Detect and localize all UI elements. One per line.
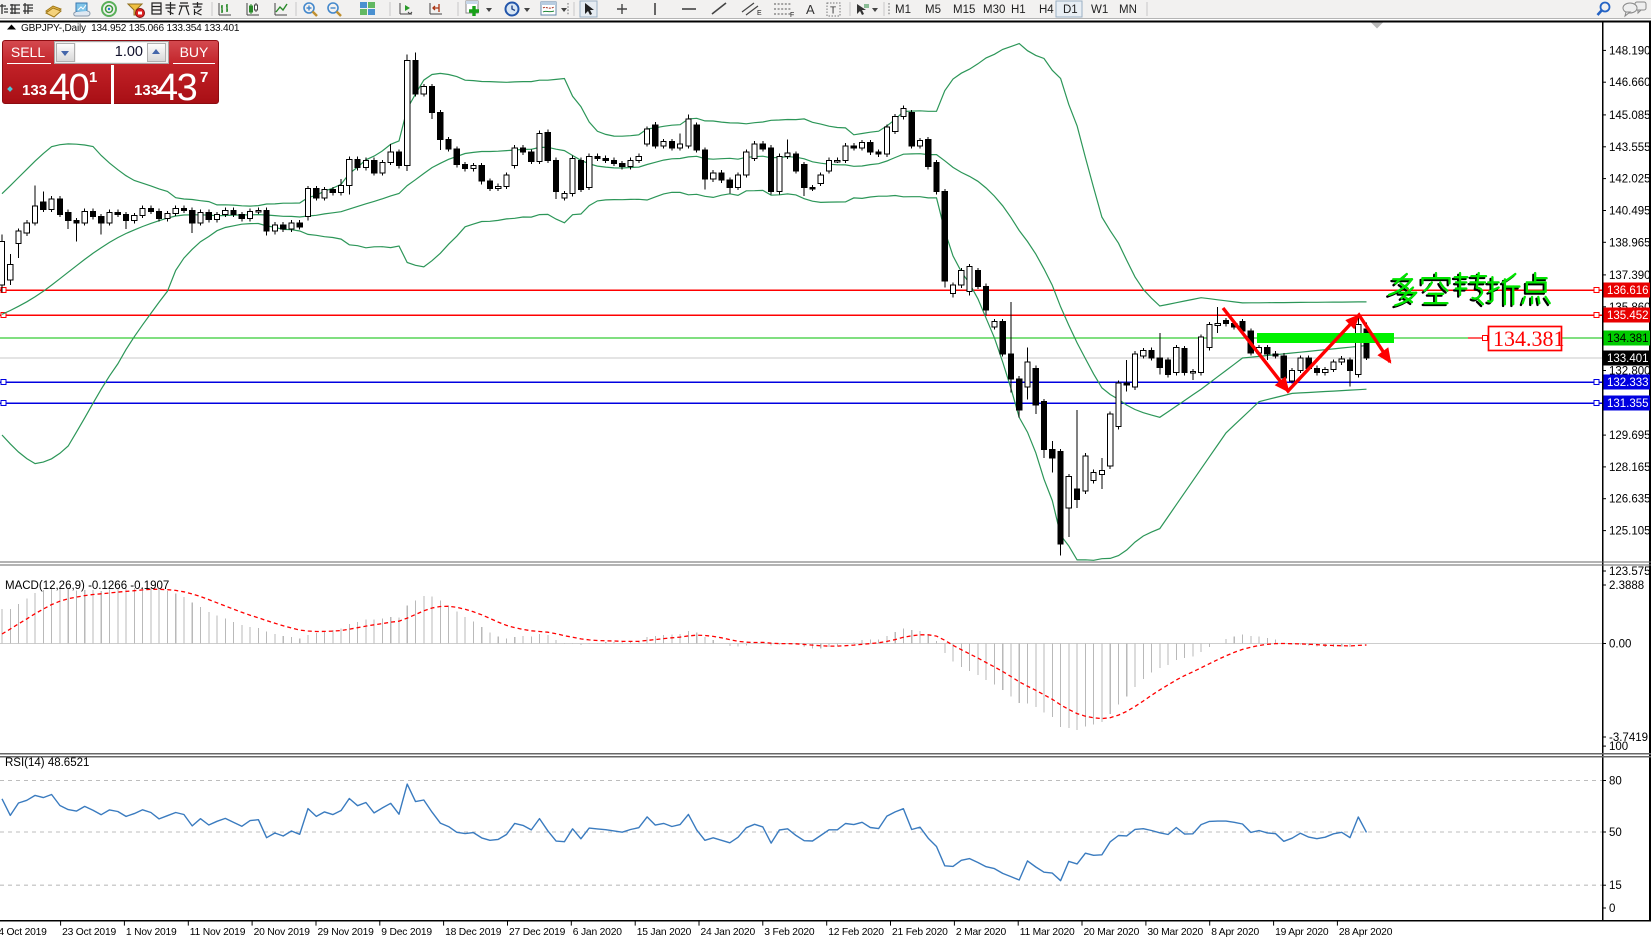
svg-text:F: F <box>790 12 794 19</box>
svg-text:-3.7419: -3.7419 <box>1609 732 1648 744</box>
svg-text:1 Nov 2019: 1 Nov 2019 <box>126 927 177 938</box>
svg-text:0.00: 0.00 <box>1609 639 1631 651</box>
svg-text:126.635: 126.635 <box>1609 494 1651 506</box>
svg-text:GBPJPY-,Daily 134.952 135.066: GBPJPY-,Daily 134.952 135.066 133.354 13… <box>21 23 240 34</box>
svg-text:A: A <box>806 2 815 17</box>
svg-text:M15: M15 <box>953 4 975 16</box>
svg-text:M1: M1 <box>895 4 911 16</box>
svg-text:M30: M30 <box>983 4 1005 16</box>
svg-text:2 Mar 2020: 2 Mar 2020 <box>956 927 1007 938</box>
svg-text:134.381: 134.381 <box>1607 333 1649 345</box>
svg-text:D1: D1 <box>1063 4 1078 16</box>
svg-text:15 Jan 2020: 15 Jan 2020 <box>637 927 692 938</box>
svg-text:9 Dec 2019: 9 Dec 2019 <box>381 927 432 938</box>
svg-text:M5: M5 <box>925 4 941 16</box>
svg-text:140.495: 140.495 <box>1609 206 1651 218</box>
svg-text:8 Apr 2020: 8 Apr 2020 <box>1211 927 1259 938</box>
svg-text:148.190: 148.190 <box>1609 45 1651 57</box>
svg-text:138.965: 138.965 <box>1609 237 1651 249</box>
svg-text:128.165: 128.165 <box>1609 462 1651 474</box>
svg-text:80: 80 <box>1609 776 1622 788</box>
svg-text:T: T <box>830 6 836 17</box>
svg-text:H4: H4 <box>1039 4 1054 16</box>
svg-text:MACD(12,26,9) -0.1266 -0.1907: MACD(12,26,9) -0.1266 -0.1907 <box>5 580 169 592</box>
svg-text:134.381: 134.381 <box>1493 326 1565 351</box>
svg-text:20 Nov 2019: 20 Nov 2019 <box>254 927 311 938</box>
svg-text:100: 100 <box>1609 741 1628 753</box>
svg-text:137.390: 137.390 <box>1609 270 1651 282</box>
svg-text:143.555: 143.555 <box>1609 142 1651 154</box>
svg-text:RSI(14) 48.6521: RSI(14) 48.6521 <box>5 757 89 769</box>
svg-text:6 Jan 2020: 6 Jan 2020 <box>573 927 622 938</box>
svg-text:123.575: 123.575 <box>1609 566 1651 578</box>
svg-text:2.3888: 2.3888 <box>1609 580 1644 592</box>
svg-text:129.695: 129.695 <box>1609 430 1651 442</box>
svg-text:30 Mar 2020: 30 Mar 2020 <box>1147 927 1203 938</box>
svg-text:MN: MN <box>1119 4 1137 16</box>
svg-text:132.333: 132.333 <box>1607 377 1649 389</box>
svg-text:11 Mar 2020: 11 Mar 2020 <box>1020 927 1075 938</box>
svg-text:23 Oct 2019: 23 Oct 2019 <box>62 927 116 938</box>
svg-text:12 Feb 2020: 12 Feb 2020 <box>828 927 884 938</box>
svg-text:27 Dec 2019: 27 Dec 2019 <box>509 927 566 938</box>
svg-text:0: 0 <box>1609 903 1615 915</box>
svg-text:21 Feb 2020: 21 Feb 2020 <box>892 927 948 938</box>
svg-text:50: 50 <box>1609 827 1622 839</box>
svg-text:19 Apr 2020: 19 Apr 2020 <box>1275 927 1329 938</box>
svg-text:20 Mar 2020: 20 Mar 2020 <box>1084 927 1140 938</box>
svg-text:15: 15 <box>1609 880 1622 892</box>
svg-text:136.616: 136.616 <box>1607 285 1649 297</box>
svg-text:3 Feb 2020: 3 Feb 2020 <box>764 927 815 938</box>
svg-text:18 Dec 2019: 18 Dec 2019 <box>445 927 502 938</box>
svg-text:29 Nov 2019: 29 Nov 2019 <box>318 927 375 938</box>
svg-text:H1: H1 <box>1011 4 1026 16</box>
svg-text:11 Nov 2019: 11 Nov 2019 <box>190 927 246 938</box>
svg-text:125.105: 125.105 <box>1609 526 1651 538</box>
svg-text:131.355: 131.355 <box>1607 398 1649 410</box>
svg-text:145.085: 145.085 <box>1609 110 1651 122</box>
svg-text:133.401: 133.401 <box>1607 353 1649 365</box>
svg-text:24 Jan 2020: 24 Jan 2020 <box>701 927 756 938</box>
svg-text:135.452: 135.452 <box>1607 310 1649 322</box>
svg-text:28 Apr 2020: 28 Apr 2020 <box>1339 927 1393 938</box>
svg-text:146.660: 146.660 <box>1609 77 1651 89</box>
svg-text:W1: W1 <box>1091 4 1108 16</box>
svg-text:E: E <box>757 10 762 17</box>
svg-text:142.025: 142.025 <box>1609 174 1651 186</box>
svg-text:4 Oct 2019: 4 Oct 2019 <box>0 927 47 938</box>
